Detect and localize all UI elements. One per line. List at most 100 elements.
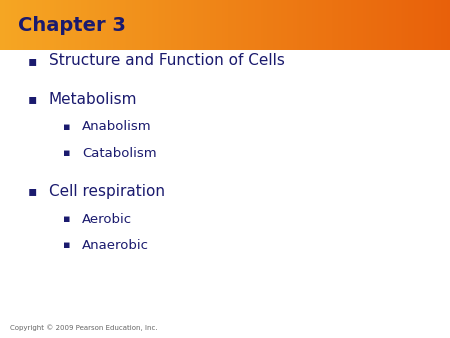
Bar: [388, 0, 391, 50]
Bar: [348, 0, 350, 50]
Bar: [132, 0, 134, 50]
Bar: [176, 0, 177, 50]
Bar: [134, 0, 135, 50]
Bar: [3, 0, 5, 50]
Bar: [136, 0, 139, 50]
Bar: [63, 0, 65, 50]
Text: Aerobic: Aerobic: [82, 213, 132, 225]
Bar: [436, 0, 438, 50]
Bar: [152, 0, 153, 50]
Bar: [150, 0, 152, 50]
Bar: [359, 0, 360, 50]
Bar: [162, 0, 164, 50]
Bar: [244, 0, 247, 50]
Bar: [397, 0, 400, 50]
Bar: [444, 0, 446, 50]
Bar: [8, 0, 9, 50]
Bar: [433, 0, 436, 50]
Bar: [114, 0, 116, 50]
Bar: [360, 0, 362, 50]
Bar: [91, 0, 94, 50]
Bar: [1, 0, 4, 50]
Bar: [168, 0, 170, 50]
Bar: [323, 0, 324, 50]
Bar: [363, 0, 365, 50]
Bar: [177, 0, 179, 50]
Bar: [93, 0, 95, 50]
Bar: [170, 0, 171, 50]
Bar: [447, 0, 449, 50]
Bar: [104, 0, 105, 50]
Bar: [339, 0, 341, 50]
Bar: [48, 0, 50, 50]
Bar: [270, 0, 272, 50]
Bar: [127, 0, 130, 50]
Bar: [399, 0, 401, 50]
Bar: [189, 0, 191, 50]
Bar: [76, 0, 78, 50]
Bar: [374, 0, 375, 50]
Bar: [154, 0, 157, 50]
Bar: [174, 0, 176, 50]
Bar: [6, 0, 8, 50]
Bar: [422, 0, 423, 50]
Bar: [410, 0, 411, 50]
Bar: [370, 0, 373, 50]
Text: ▪: ▪: [28, 184, 37, 198]
Bar: [39, 0, 41, 50]
Bar: [163, 0, 166, 50]
Bar: [80, 0, 81, 50]
Bar: [346, 0, 348, 50]
Text: ▪: ▪: [63, 122, 70, 132]
Bar: [384, 0, 386, 50]
Bar: [267, 0, 269, 50]
Bar: [153, 0, 155, 50]
Bar: [233, 0, 234, 50]
Bar: [413, 0, 414, 50]
Text: ▪: ▪: [63, 214, 70, 224]
Bar: [60, 0, 62, 50]
Bar: [26, 0, 27, 50]
Bar: [82, 0, 85, 50]
Bar: [330, 0, 332, 50]
Bar: [315, 0, 317, 50]
Bar: [141, 0, 143, 50]
Bar: [112, 0, 114, 50]
Bar: [429, 0, 431, 50]
Bar: [129, 0, 131, 50]
Bar: [40, 0, 42, 50]
Bar: [312, 0, 314, 50]
Bar: [342, 0, 344, 50]
Bar: [273, 0, 275, 50]
Bar: [327, 0, 329, 50]
Bar: [216, 0, 218, 50]
Bar: [144, 0, 146, 50]
Bar: [282, 0, 284, 50]
Bar: [381, 0, 383, 50]
Bar: [406, 0, 409, 50]
Bar: [122, 0, 123, 50]
Bar: [332, 0, 333, 50]
Bar: [226, 0, 229, 50]
Bar: [309, 0, 311, 50]
Bar: [310, 0, 312, 50]
Bar: [442, 0, 445, 50]
Bar: [19, 0, 22, 50]
Bar: [235, 0, 238, 50]
Text: Cell respiration: Cell respiration: [49, 184, 165, 199]
Bar: [325, 0, 328, 50]
Bar: [390, 0, 392, 50]
Bar: [269, 0, 270, 50]
Bar: [253, 0, 256, 50]
Bar: [62, 0, 63, 50]
Bar: [15, 0, 17, 50]
Bar: [321, 0, 323, 50]
Bar: [197, 0, 198, 50]
Bar: [279, 0, 281, 50]
Bar: [10, 0, 13, 50]
Bar: [96, 0, 98, 50]
Bar: [328, 0, 330, 50]
Bar: [50, 0, 51, 50]
Bar: [396, 0, 398, 50]
Bar: [417, 0, 419, 50]
